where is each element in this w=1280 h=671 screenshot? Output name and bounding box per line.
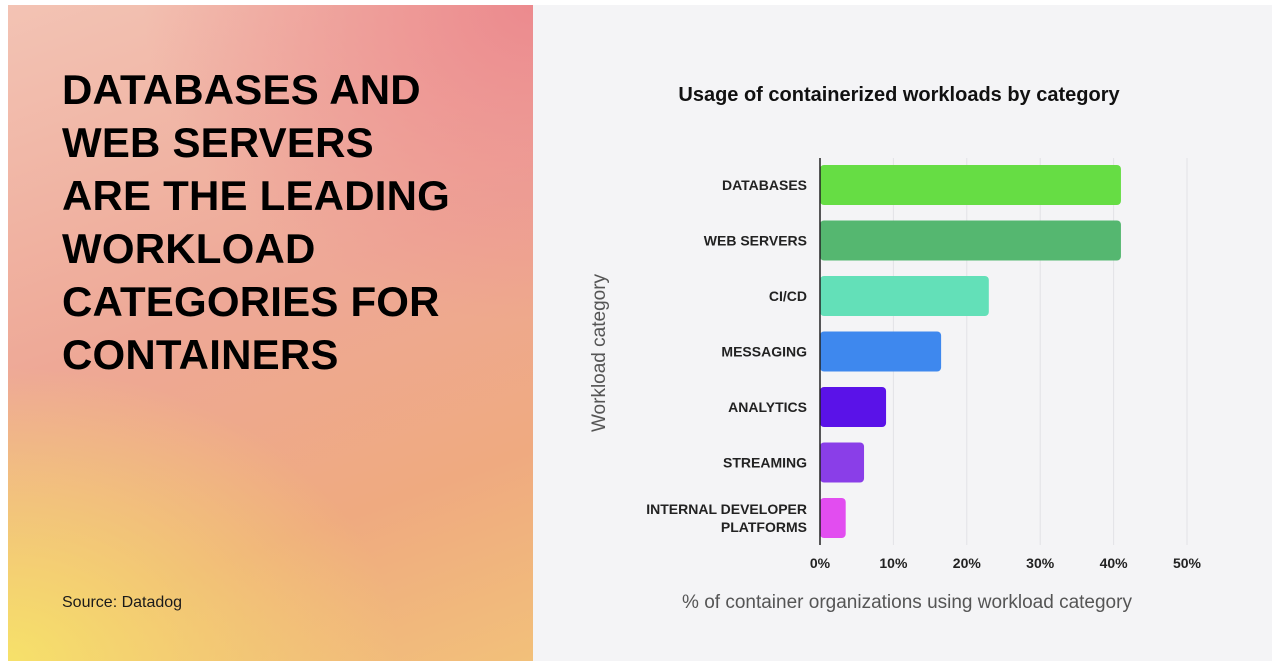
bar <box>820 498 846 538</box>
x-tick-labels: 0% 10% 20% 30% 40% 50% <box>810 555 1202 571</box>
category-label: ANALYTICS <box>728 399 807 415</box>
x-tick-label: 10% <box>879 555 908 571</box>
bars <box>820 165 1121 538</box>
category-label: STREAMING <box>723 455 807 471</box>
category-label: WEB SERVERS <box>704 233 807 249</box>
headline-panel: DATABASES AND WEB SERVERS ARE THE LEADIN… <box>8 5 533 661</box>
chart-panel: Usage of containerized workloads by cate… <box>533 5 1272 661</box>
headline: DATABASES AND WEB SERVERS ARE THE LEADIN… <box>62 66 451 378</box>
source-note: Source: Datadog <box>62 594 183 611</box>
chart-title: Usage of containerized workloads by cate… <box>678 84 1120 106</box>
x-tick-label: 40% <box>1100 555 1129 571</box>
bar <box>820 165 1121 205</box>
bar <box>820 331 942 372</box>
category-label: INTERNAL DEVELOPER PLATFORMS <box>646 501 807 535</box>
x-tick-label: 30% <box>1026 555 1055 571</box>
bar <box>820 387 887 427</box>
category-label: CI/CD <box>769 288 807 304</box>
x-tick-label: 0% <box>810 555 831 571</box>
x-tick-label: 20% <box>953 555 982 571</box>
category-label: MESSAGING <box>721 344 807 360</box>
bar <box>820 442 865 483</box>
y-axis-title: Workload category <box>589 273 610 432</box>
bar-chart: Usage of containerized workloads by cate… <box>589 84 1202 613</box>
x-axis-title: % of container organizations using workl… <box>682 592 1132 613</box>
category-label: DATABASES <box>722 177 807 193</box>
bar <box>820 276 989 316</box>
category-labels: DATABASES WEB SERVERS CI/CD MESSAGING ANALYT… <box>646 177 807 535</box>
bar <box>820 220 1121 261</box>
x-tick-label: 50% <box>1173 555 1202 571</box>
